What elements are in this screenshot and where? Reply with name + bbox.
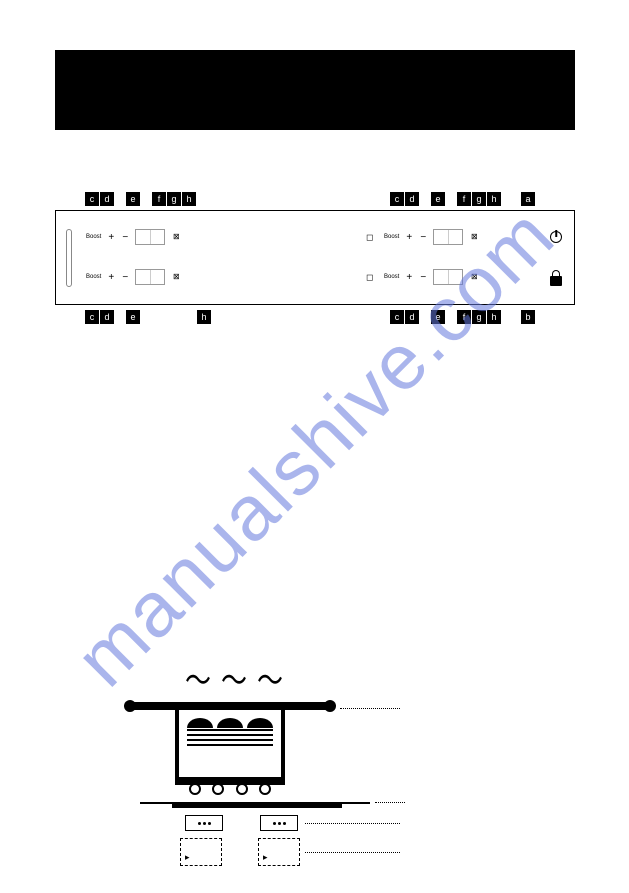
plus-icon: +: [107, 232, 115, 243]
slider-icon: [66, 229, 72, 287]
zone-control-left-top: Boost + − ⊠: [86, 229, 181, 245]
pan-icon: ◻: [366, 272, 378, 283]
label-row-top-left: c d e f g h: [85, 192, 196, 206]
label-d: d: [405, 192, 419, 206]
zone-control-right-bottom: ◻ Boost + − ⊠: [366, 269, 479, 285]
pan-icon: ◻: [366, 232, 378, 243]
timer-icon: ⊠: [171, 272, 181, 282]
timer-icon: ⊠: [171, 232, 181, 242]
label-c: c: [390, 310, 404, 324]
induction-diagram: 〜〜〜 ▸ ▸: [130, 660, 330, 850]
label-h: h: [197, 310, 211, 324]
power-icon: [550, 231, 562, 243]
label-e: e: [126, 310, 140, 324]
label-h: h: [487, 310, 501, 324]
label-b: b: [521, 310, 535, 324]
label-h: h: [487, 192, 501, 206]
label-g: g: [472, 192, 486, 206]
countertop-line: [140, 802, 370, 804]
control-panel-diagram: Boost + − ⊠ Boost + − ⊠ ◻ Boost + − ⊠ ◻ …: [55, 210, 575, 305]
label-f: f: [152, 192, 166, 206]
zone-control-right-top: ◻ Boost + − ⊠: [366, 229, 479, 245]
boost-label: Boost: [86, 274, 101, 280]
pot-icon: [175, 710, 285, 785]
leader-line: [375, 802, 405, 803]
label-d: d: [100, 192, 114, 206]
leader-line: [340, 708, 400, 709]
leader-line: [305, 823, 400, 824]
boost-label: Boost: [384, 234, 399, 240]
label-g: g: [167, 192, 181, 206]
label-f: f: [457, 192, 471, 206]
zone-control-left-bottom: Boost + − ⊠: [86, 269, 181, 285]
header-black-bar: [55, 50, 575, 130]
steam-icon: 〜〜〜: [185, 660, 283, 697]
leader-line: [305, 852, 400, 853]
label-c: c: [390, 192, 404, 206]
label-e: e: [431, 192, 445, 206]
label-c: c: [85, 192, 99, 206]
boost-label: Boost: [384, 274, 399, 280]
label-c: c: [85, 310, 99, 324]
label-a: a: [521, 192, 535, 206]
label-row-bottom-left: c d e h: [85, 310, 211, 324]
minus-icon: −: [419, 272, 427, 283]
minus-icon: −: [419, 232, 427, 243]
label-e: e: [126, 192, 140, 206]
display-icon: [135, 269, 165, 285]
lock-icon: [550, 276, 562, 286]
label-d: d: [100, 310, 114, 324]
display-icon: [433, 269, 463, 285]
boost-label: Boost: [86, 234, 101, 240]
plus-icon: +: [405, 232, 413, 243]
minus-icon: −: [121, 232, 129, 243]
label-e: e: [431, 310, 445, 324]
plus-icon: +: [405, 272, 413, 283]
display-icon: [433, 229, 463, 245]
label-h: h: [182, 192, 196, 206]
label-f: f: [457, 310, 471, 324]
label-g: g: [472, 310, 486, 324]
plus-icon: +: [107, 272, 115, 283]
label-d: d: [405, 310, 419, 324]
induction-coil-icon: [260, 815, 298, 831]
label-row-top-right: c d e f g h a: [390, 192, 535, 206]
electronics-box-icon: ▸: [180, 838, 222, 866]
display-icon: [135, 229, 165, 245]
induction-coil-icon: [185, 815, 223, 831]
timer-icon: ⊠: [469, 272, 479, 282]
minus-icon: −: [121, 272, 129, 283]
label-row-bottom-right: c d e f g h b: [390, 310, 535, 324]
electronics-box-icon: ▸: [258, 838, 300, 866]
timer-icon: ⊠: [469, 232, 479, 242]
